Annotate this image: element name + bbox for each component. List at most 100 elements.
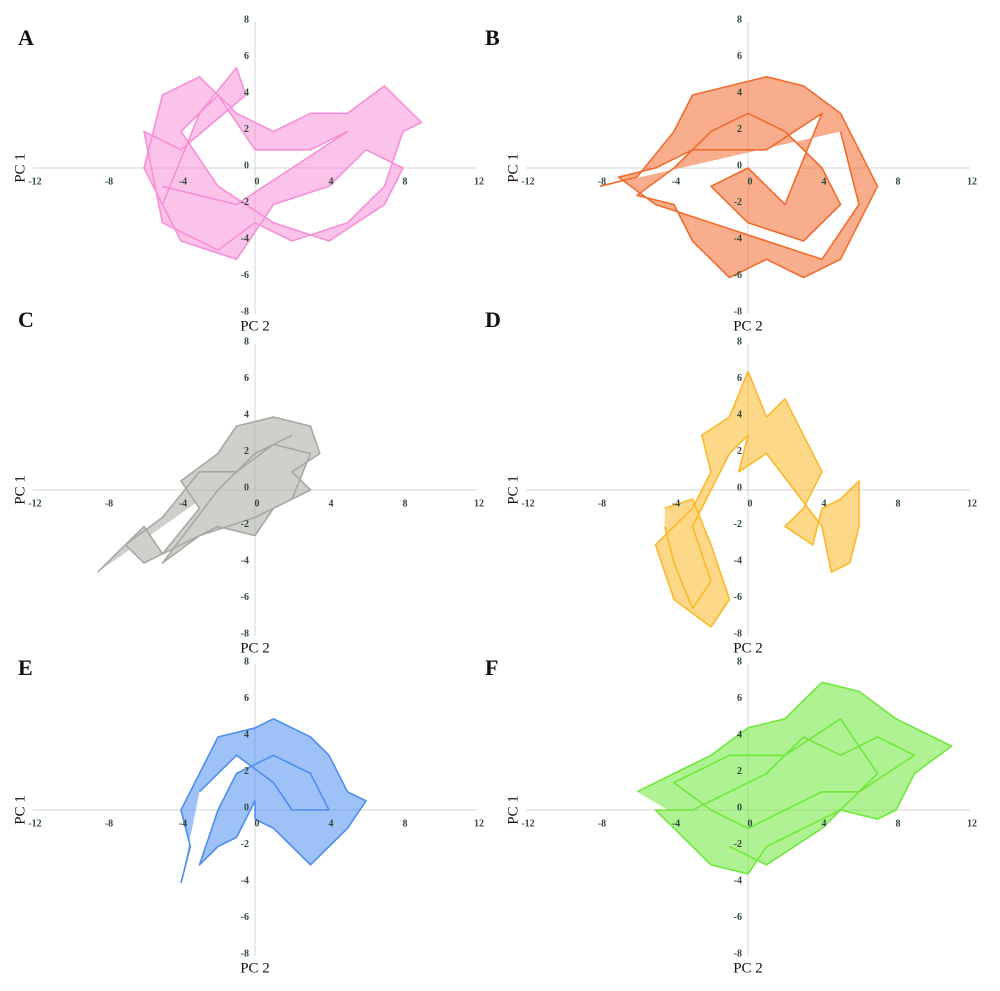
y-tick-label: -4 xyxy=(734,233,742,244)
x-tick-label: 12 xyxy=(967,176,977,187)
x-tick-label: 8 xyxy=(896,176,901,187)
x-axis-label: PC 2 xyxy=(240,640,270,656)
y-axis-label: PC 1 xyxy=(12,153,28,183)
y-tick-label: 6 xyxy=(244,693,249,704)
y-tick-label: -2 xyxy=(734,519,742,530)
y-tick-label: 2 xyxy=(244,766,249,777)
y-tick-label: 6 xyxy=(244,51,249,62)
x-tick-label: 8 xyxy=(403,498,408,509)
y-tick-label: 0 xyxy=(244,482,249,493)
x-tick-label: 4 xyxy=(329,818,334,829)
y-tick-label: -8 xyxy=(734,628,742,639)
y-tick-label: 6 xyxy=(737,693,742,704)
y-tick-label: 0 xyxy=(737,802,742,813)
y-tick-label: 2 xyxy=(244,446,249,457)
y-tick-label: -6 xyxy=(734,912,742,923)
x-tick-label: -8 xyxy=(598,818,606,829)
trajectory xyxy=(654,370,860,628)
panel-letter: D xyxy=(485,307,501,332)
panel: -12 -8 -4 0 4 8 12 -8 -6 -4 -2 0 2 4 6 8 PC 2 PC 1 D xyxy=(485,307,977,656)
x-tick-label: -4 xyxy=(672,176,680,187)
y-tick-label: -8 xyxy=(734,948,742,959)
y-tick-label: 4 xyxy=(244,409,249,420)
y-tick-label: 4 xyxy=(244,87,249,98)
x-axis-label: PC 2 xyxy=(240,318,270,334)
y-tick-label: -6 xyxy=(734,592,742,603)
x-tick-label: 4 xyxy=(329,176,334,187)
trajectory xyxy=(599,76,879,279)
x-tick-label: -4 xyxy=(179,818,187,829)
x-tick-label: 12 xyxy=(474,818,484,829)
y-tick-label: -2 xyxy=(734,197,742,208)
y-tick-label: 4 xyxy=(737,87,742,98)
x-tick-label: 8 xyxy=(896,498,901,509)
x-tick-label: -4 xyxy=(179,176,187,187)
x-tick-label: -8 xyxy=(105,498,113,509)
x-tick-label: 8 xyxy=(403,176,408,187)
y-tick-label: 2 xyxy=(737,446,742,457)
x-tick-label: -8 xyxy=(598,498,606,509)
x-tick-label: 12 xyxy=(967,498,977,509)
trajectory xyxy=(97,416,321,573)
x-tick-label: -12 xyxy=(28,176,41,187)
x-axis-label: PC 2 xyxy=(733,640,763,656)
y-tick-label: -4 xyxy=(241,875,249,886)
x-tick-label: 4 xyxy=(822,498,827,509)
y-tick-label: 8 xyxy=(737,14,742,25)
y-tick-label: -4 xyxy=(734,555,742,566)
x-tick-label: 4 xyxy=(822,818,827,829)
x-tick-label: 0 xyxy=(748,498,753,509)
y-tick-label: -6 xyxy=(241,912,249,923)
x-axis-label: PC 2 xyxy=(733,318,763,334)
x-tick-label: 4 xyxy=(329,498,334,509)
y-axis-label: PC 1 xyxy=(12,795,28,825)
x-tick-label: -8 xyxy=(105,176,113,187)
panel-letter: A xyxy=(18,25,34,50)
y-tick-label: 4 xyxy=(737,729,742,740)
y-tick-label: -8 xyxy=(241,948,249,959)
x-tick-label: 0 xyxy=(748,818,753,829)
x-tick-label: -12 xyxy=(28,818,41,829)
x-tick-label: -12 xyxy=(521,498,534,509)
x-tick-label: 12 xyxy=(474,498,484,509)
y-tick-label: -2 xyxy=(241,197,249,208)
y-tick-label: -8 xyxy=(241,306,249,317)
y-tick-label: -4 xyxy=(734,875,742,886)
y-tick-label: 0 xyxy=(737,482,742,493)
panel-letter: B xyxy=(485,25,500,50)
trajectory xyxy=(180,718,367,884)
y-tick-label: 2 xyxy=(737,124,742,135)
x-tick-label: -12 xyxy=(28,498,41,509)
y-tick-label: -6 xyxy=(241,592,249,603)
x-tick-label: 0 xyxy=(255,498,260,509)
y-tick-label: -2 xyxy=(241,519,249,530)
y-axis-label: PC 1 xyxy=(12,475,28,505)
x-tick-label: -4 xyxy=(179,498,187,509)
y-tick-label: 4 xyxy=(737,409,742,420)
y-tick-label: -4 xyxy=(241,555,249,566)
panel-letter: C xyxy=(18,307,34,332)
y-tick-label: -8 xyxy=(241,628,249,639)
panel: -12 -8 -4 0 4 8 12 -8 -6 -4 -2 0 2 4 6 8 PC 2 PC 1 F xyxy=(485,655,977,976)
y-axis-label: PC 1 xyxy=(505,475,521,505)
y-axis-label: PC 1 xyxy=(505,153,521,183)
x-tick-label: 8 xyxy=(896,818,901,829)
y-tick-label: 6 xyxy=(737,51,742,62)
panel: -12 -8 -4 0 4 8 12 -8 -6 -4 -2 0 2 4 6 8 PC 2 PC 1 E xyxy=(12,655,484,976)
x-tick-label: -12 xyxy=(521,176,534,187)
y-tick-label: 2 xyxy=(244,124,249,135)
x-axis-label: PC 2 xyxy=(733,960,763,976)
y-axis-label: PC 1 xyxy=(505,795,521,825)
y-tick-label: -2 xyxy=(734,839,742,850)
trajectory xyxy=(636,681,953,875)
y-tick-label: -6 xyxy=(734,270,742,281)
panel-letter: E xyxy=(18,655,33,680)
y-tick-label: 0 xyxy=(244,802,249,813)
y-tick-label: -6 xyxy=(241,270,249,281)
y-tick-label: 6 xyxy=(244,373,249,384)
y-tick-label: 2 xyxy=(737,766,742,777)
y-tick-label: -8 xyxy=(734,306,742,317)
y-tick-label: -2 xyxy=(241,839,249,850)
y-tick-label: 8 xyxy=(737,656,742,667)
